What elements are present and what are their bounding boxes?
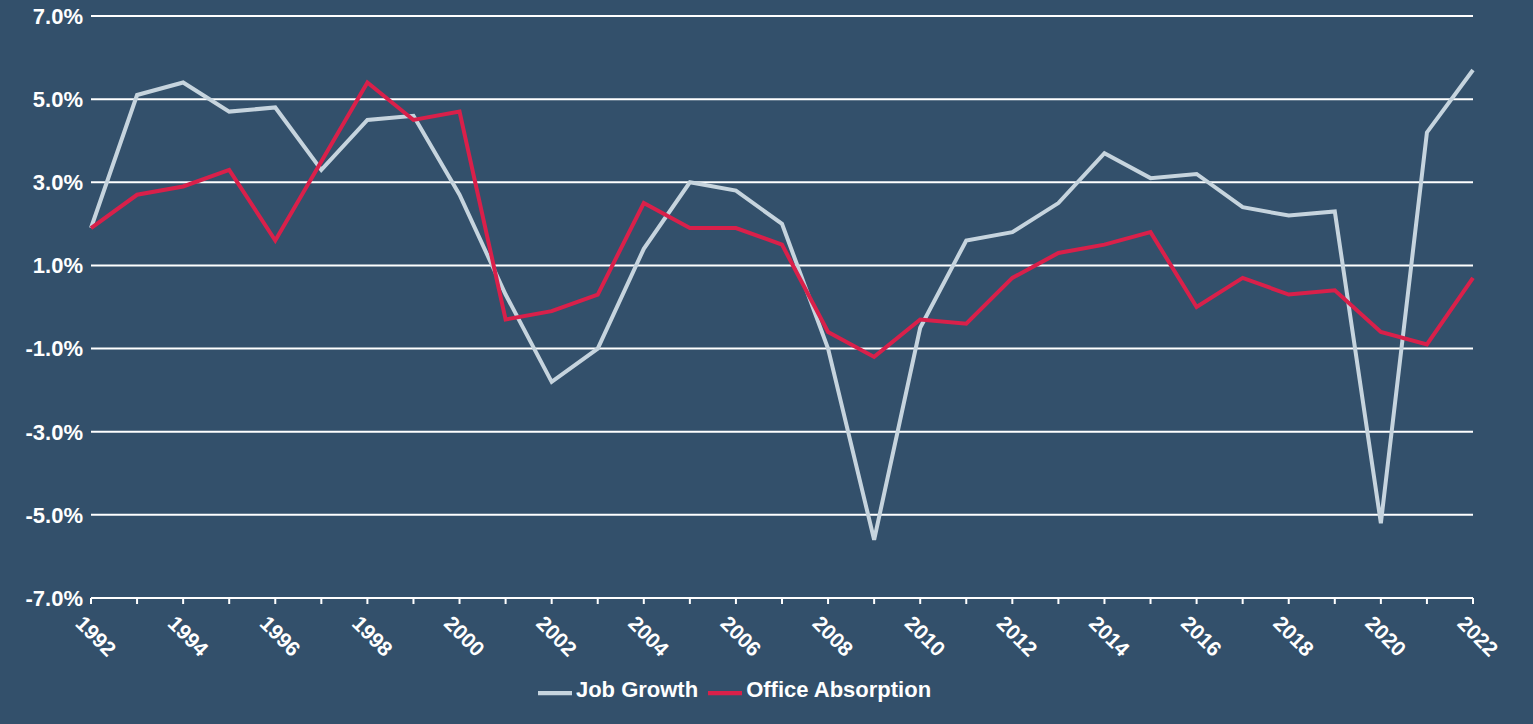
svg-text:-5.0%: -5.0% (26, 503, 83, 528)
svg-text:-3.0%: -3.0% (26, 420, 83, 445)
svg-text:2002: 2002 (532, 611, 581, 660)
svg-text:2016: 2016 (1177, 611, 1226, 660)
svg-text:1992: 1992 (71, 611, 120, 660)
svg-text:1996: 1996 (256, 611, 305, 660)
svg-text:2010: 2010 (901, 611, 950, 660)
svg-text:2008: 2008 (808, 611, 858, 661)
svg-text:-7.0%: -7.0% (26, 586, 83, 611)
svg-text:1.0%: 1.0% (33, 253, 83, 278)
svg-text:2004: 2004 (624, 611, 674, 661)
svg-text:2012: 2012 (993, 611, 1042, 660)
svg-text:1994: 1994 (164, 611, 214, 661)
svg-text:2022: 2022 (1453, 611, 1502, 660)
svg-text:2020: 2020 (1361, 611, 1410, 660)
html-text:Office Absorption: Office Absorption (746, 677, 932, 703)
svg-text:2000: 2000 (440, 611, 489, 660)
html-text:Job Growth: Job Growth (575, 677, 699, 703)
svg-text:1998: 1998 (348, 611, 398, 661)
svg-text:2006: 2006 (716, 611, 765, 660)
svg-text:2018: 2018 (1269, 611, 1319, 661)
svg-text:-1.0%: -1.0% (26, 336, 83, 361)
svg-text:5.0%: 5.0% (33, 87, 83, 112)
svg-text:2014: 2014 (1085, 611, 1135, 661)
svg-text:3.0%: 3.0% (33, 170, 83, 195)
svg-text:7.0%: 7.0% (33, 4, 83, 29)
